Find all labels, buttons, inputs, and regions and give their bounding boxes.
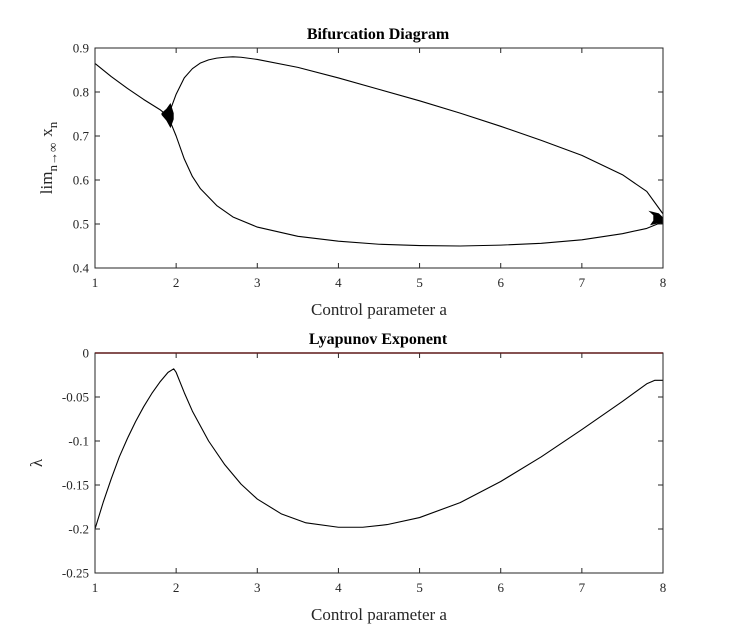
x-tick-label: 5 bbox=[416, 275, 423, 290]
ylabel-lim: lim bbox=[37, 172, 56, 195]
y-tick-label: -0.05 bbox=[62, 390, 89, 405]
y-tick-label: -0.1 bbox=[68, 434, 89, 449]
x-tick-label: 3 bbox=[254, 580, 261, 595]
series-line bbox=[94, 368, 663, 530]
x-tick-label: 5 bbox=[416, 580, 423, 595]
y-tick-label: 0.4 bbox=[73, 261, 90, 276]
x-tick-label: 8 bbox=[660, 580, 667, 595]
y-tick-label: 0.6 bbox=[73, 173, 90, 188]
x-tick-label: 6 bbox=[497, 580, 504, 595]
y-tick-label: 0.7 bbox=[73, 129, 90, 144]
x-tick-label: 7 bbox=[579, 275, 586, 290]
ylabel-variable-subscript: n bbox=[45, 121, 60, 128]
bifurcation-plot-area: 1 2 3 4 5 6 7 8 0.4 0.5 0.6 0.7 0.8 0.9 bbox=[73, 41, 667, 291]
bifurcation-y-axis-label: limn→∞ xn bbox=[37, 121, 60, 194]
y-tick-label: 0.5 bbox=[73, 217, 89, 232]
lyapunov-panel: Lyapunov Exponent 1 2 3 4 5 6 7 8 -0.25 -0.2 -0.15… bbox=[27, 331, 666, 624]
x-tick-label: 4 bbox=[335, 275, 342, 290]
bifurcation-panel: Bifurcation Diagram 1 2 3 4 5 6 7 8 0.4 0.5 0.6 0.7… bbox=[37, 26, 666, 319]
y-tick-label: -0.2 bbox=[68, 522, 89, 537]
lyapunov-title: Lyapunov Exponent bbox=[309, 331, 448, 348]
y-tick-label: 0.9 bbox=[73, 41, 89, 56]
series-line bbox=[167, 115, 664, 247]
x-tick-label: 8 bbox=[660, 275, 667, 290]
x-tick-label: 4 bbox=[335, 580, 342, 595]
bifurcation-title: Bifurcation Diagram bbox=[307, 26, 450, 43]
x-tick-label: 7 bbox=[579, 580, 586, 595]
ylabel-variable: x bbox=[37, 128, 56, 137]
ylabel-lim-subscript: n→∞ bbox=[45, 143, 60, 172]
series-line bbox=[94, 62, 169, 117]
x-tick-label: 3 bbox=[254, 275, 261, 290]
lyapunov-y-axis-label: λ bbox=[27, 458, 46, 467]
y-tick-label: -0.15 bbox=[62, 478, 89, 493]
x-tick-label: 6 bbox=[497, 275, 504, 290]
lyapunov-x-axis-label: Control parameter a bbox=[311, 605, 447, 624]
lyapunov-axes-box bbox=[94, 352, 664, 574]
series-line bbox=[167, 56, 664, 215]
x-tick-label: 1 bbox=[92, 580, 99, 595]
bifurcation-x-axis-label: Control parameter a bbox=[311, 300, 447, 319]
bifurcation-band-near-8 bbox=[648, 210, 663, 226]
bifurcation-axes-box bbox=[94, 47, 664, 269]
x-tick-label: 2 bbox=[173, 275, 180, 290]
y-tick-label: 0 bbox=[83, 346, 90, 361]
x-tick-label: 1 bbox=[92, 275, 99, 290]
y-tick-label: 0.8 bbox=[73, 85, 89, 100]
y-tick-label: -0.25 bbox=[62, 566, 89, 581]
x-tick-label: 2 bbox=[173, 580, 180, 595]
bifurcation-band-near-2 bbox=[161, 103, 174, 129]
